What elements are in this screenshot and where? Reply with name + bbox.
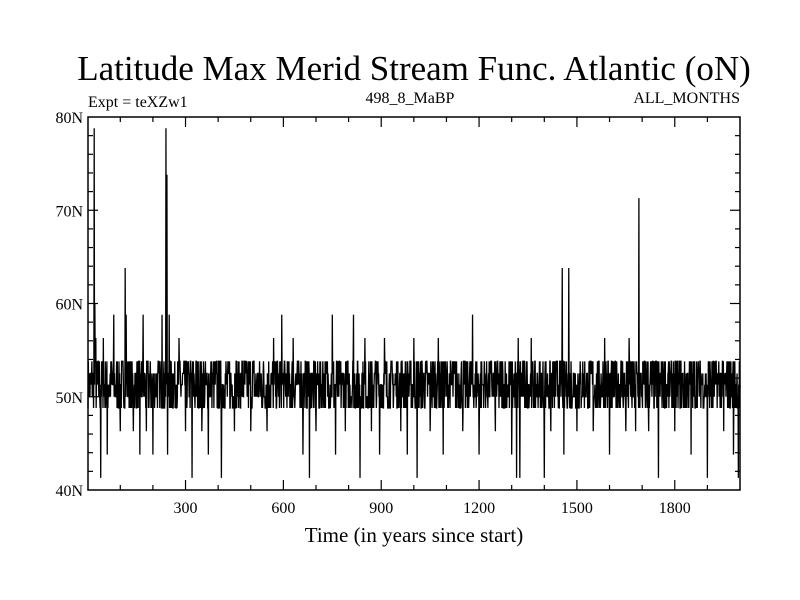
x-axis-label: Time (in years since start)	[305, 523, 524, 547]
y-tick-label: 40N	[55, 483, 83, 500]
chart-title: Latitude Max Merid Stream Func. Atlantic…	[77, 49, 751, 88]
y-tick-label: 60N	[55, 297, 83, 314]
y-axis-ticks: 40N 50N 60N 70N 80N	[55, 110, 740, 500]
subtitle-center: 498_8_MaBP	[366, 90, 455, 107]
data-series-line	[87, 128, 741, 478]
y-tick-label: 80N	[55, 110, 83, 127]
series-line	[87, 128, 741, 478]
subtitle-right: ALL_MONTHS	[633, 90, 740, 107]
x-tick-label: 600	[271, 500, 295, 517]
x-tick-label: 900	[369, 500, 393, 517]
y-tick-label: 50N	[55, 390, 83, 407]
subtitle-left: Expt = teXZw1	[88, 94, 188, 111]
x-tick-label: 1500	[561, 500, 593, 517]
x-tick-label: 300	[174, 500, 198, 517]
x-axis-ticks: 300 600 900 1200 1500 1800	[119, 117, 708, 517]
plot-frame	[87, 116, 741, 491]
x-tick-label: 1200	[463, 500, 495, 517]
y-tick-label: 70N	[55, 203, 83, 220]
x-tick-label: 1800	[659, 500, 691, 517]
